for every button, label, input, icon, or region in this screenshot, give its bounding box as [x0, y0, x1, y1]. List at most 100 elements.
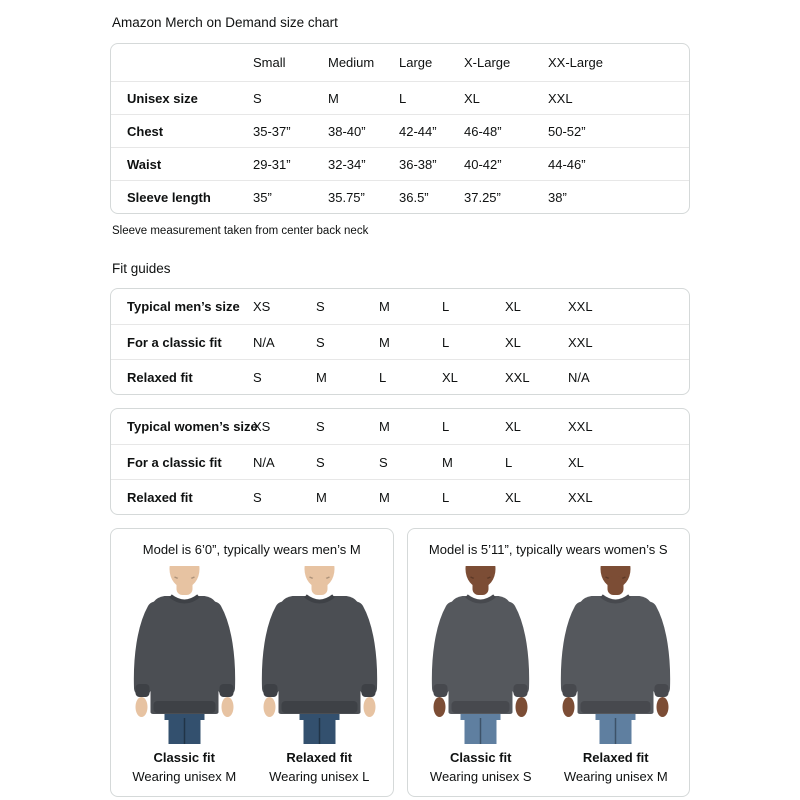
table-cell: M [379, 489, 390, 505]
row-label: Waist [127, 156, 162, 172]
table-cell: M [442, 454, 453, 470]
table-cell: XXL [568, 299, 593, 314]
table-cell: 37.25” [464, 189, 501, 205]
table-cell: XXL [548, 90, 573, 106]
table-cell: M [316, 369, 327, 385]
table-cell: XXL [568, 419, 593, 434]
table-cell: N/A [568, 369, 590, 385]
size-chart-table: Small Medium Large X-Large XX-Large Unis… [110, 43, 690, 214]
model-card-title: Model is 6’0”, typically wears men’s M [142, 542, 361, 557]
table-row-unisex-size: Unisex size S M L XL XXL [111, 81, 689, 114]
model-photo-women-relaxed-fit [555, 566, 676, 744]
table-row-typical-womens-size: Typical women’s size XS S M L XL XXL [111, 409, 689, 444]
table-cell: L [399, 90, 407, 106]
row-label: Chest [127, 123, 164, 139]
fit-wearing: Wearing unisex M [563, 769, 668, 784]
table-cell: 35” [253, 189, 272, 205]
table-cell: M [316, 489, 327, 505]
table-cell: 40-42” [464, 156, 502, 172]
table-cell: XS [253, 299, 271, 314]
table-row-chest: Chest 35-37” 38-40” 42-44” 46-48” 50-52” [111, 114, 689, 147]
table-cell: 36-38” [399, 156, 437, 172]
column-header: XX-Large [548, 55, 603, 70]
table-row-typical-mens-size: Typical men’s size XS S M L XL XXL [111, 289, 689, 324]
table-cell: L [505, 454, 513, 470]
sleeve-measurement-note: Sleeve measurement taken from center bac… [112, 225, 369, 237]
fit-guide-women-table: Typical women’s size XS S M L XL XXL For… [110, 408, 690, 515]
table-cell: S [379, 454, 388, 470]
size-chart-page: Amazon Merch on Demand size chart Small … [110, 14, 690, 797]
table-cell: S [316, 454, 325, 470]
table-cell: 36.5” [399, 189, 429, 205]
table-cell: 38” [548, 189, 567, 205]
row-label: Relaxed fit [127, 369, 193, 385]
model-card-women: Model is 5’11”, typically wears women’s … [406, 528, 690, 797]
fit-name: Classic fit [153, 750, 215, 765]
table-cell: L [442, 489, 450, 505]
table-row-classic-fit-women: For a classic fit N/A S S M L XL [111, 444, 689, 479]
model-figure-relaxed: Relaxed fit Wearing unisex M [555, 566, 676, 785]
table-row-classic-fit-men: For a classic fit N/A S M L XL XXL [111, 324, 689, 359]
table-cell: XL [568, 454, 584, 470]
table-row-waist: Waist 29-31” 32-34” 36-38” 40-42” 44-46” [111, 147, 689, 180]
table-cell: M [379, 299, 390, 314]
table-cell: S [253, 90, 262, 106]
table-cell: XS [253, 419, 271, 434]
table-cell: XL [505, 489, 521, 505]
table-cell: S [316, 419, 325, 434]
row-label: Relaxed fit [127, 489, 193, 505]
fit-guide-men-table: Typical men’s size XS S M L XL XXL For a… [110, 288, 690, 395]
table-cell: 29-31” [253, 156, 291, 172]
row-label: For a classic fit [127, 454, 222, 470]
table-cell: S [253, 369, 262, 385]
row-label: Typical men’s size [127, 299, 240, 314]
model-card-men: Model is 6’0”, typically wears men’s M C… [110, 528, 394, 797]
table-cell: M [379, 334, 390, 350]
table-row-relaxed-fit-women: Relaxed fit S M M L XL XXL [111, 479, 689, 514]
table-cell: XXL [568, 489, 593, 505]
model-figure-classic: Classic fit Wearing unisex S [420, 566, 541, 785]
table-cell: XL [505, 334, 521, 350]
table-cell: 35-37” [253, 123, 291, 139]
fit-name: Relaxed fit [286, 750, 353, 765]
table-cell: L [442, 419, 450, 434]
table-cell: 46-48” [464, 123, 502, 139]
table-cell: L [442, 334, 450, 350]
table-row-relaxed-fit-men: Relaxed fit S M L XL XXL N/A [111, 359, 689, 394]
model-card-title: Model is 5’11”, typically wears women’s … [428, 542, 668, 557]
table-cell: L [379, 369, 387, 385]
table-cell: N/A [253, 454, 275, 470]
model-photo-men-relaxed-fit [259, 566, 380, 744]
model-figure-classic: Classic fit Wearing unisex M [124, 566, 245, 785]
page-title: Amazon Merch on Demand size chart [112, 15, 338, 30]
size-chart-header-row: Small Medium Large X-Large XX-Large [111, 44, 689, 81]
table-cell: XL [464, 90, 480, 106]
table-cell: XXL [568, 334, 593, 350]
table-cell: S [316, 334, 325, 350]
fit-name: Relaxed fit [582, 750, 649, 765]
table-cell: 32-34” [328, 156, 366, 172]
row-label: Typical women’s size [127, 419, 258, 434]
table-cell: 35.75” [328, 189, 365, 205]
table-cell: M [328, 90, 339, 106]
table-cell: 44-46” [548, 156, 586, 172]
table-cell: L [442, 299, 450, 314]
row-label: Unisex size [127, 90, 198, 106]
table-row-sleeve-length: Sleeve length 35” 35.75” 36.5” 37.25” 38… [111, 180, 689, 213]
fit-guides-heading: Fit guides [112, 261, 171, 276]
model-photo-men-classic-fit [124, 566, 245, 744]
table-cell: N/A [253, 334, 275, 350]
table-cell: S [316, 299, 325, 314]
row-label: Sleeve length [127, 189, 211, 205]
column-header: Medium [328, 55, 375, 70]
model-figure-relaxed: Relaxed fit Wearing unisex L [259, 566, 380, 785]
fit-wearing: Wearing unisex M [132, 769, 237, 784]
model-photo-women-classic-fit [420, 566, 541, 744]
table-cell: S [253, 489, 262, 505]
table-cell: XL [505, 299, 521, 314]
table-cell: 42-44” [399, 123, 437, 139]
column-header: X-Large [464, 55, 511, 70]
table-cell: XL [442, 369, 458, 385]
model-cards: Model is 6’0”, typically wears men’s M C… [110, 528, 690, 797]
table-cell: M [379, 419, 390, 434]
